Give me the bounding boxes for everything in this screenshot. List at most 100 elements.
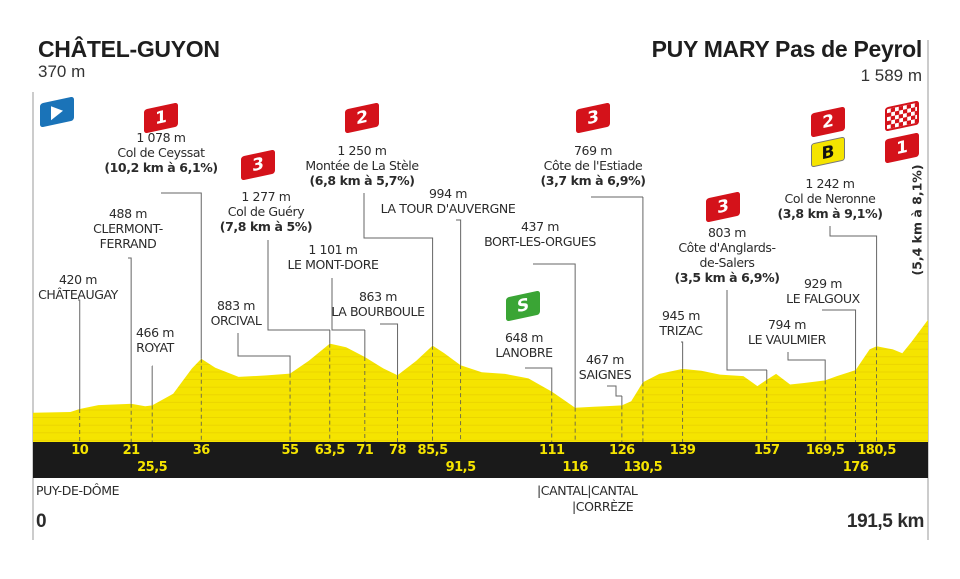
point-label: 437 m BORT-LES-ORGUES bbox=[484, 219, 596, 249]
point-label: 1 078 m Col de Ceyssat (10,2 km à 6,1%) bbox=[104, 130, 218, 175]
region-puy-de-dome: PUY-DE-DÔME bbox=[36, 483, 120, 498]
leader-line bbox=[726, 290, 768, 380]
point-altitude: 769 m bbox=[573, 143, 613, 158]
point-label: 466 m ROYAT bbox=[136, 325, 174, 355]
point-name: TRIZAC bbox=[659, 323, 703, 338]
point-altitude: 863 m bbox=[358, 289, 397, 304]
point-name-cont: de-Salers bbox=[699, 255, 755, 270]
leader-line bbox=[128, 257, 132, 404]
km-marker: 71 bbox=[356, 443, 374, 458]
point-altitude: 1 250 m bbox=[337, 143, 387, 158]
leader-line bbox=[607, 385, 623, 406]
km-marker: 36 bbox=[192, 443, 211, 458]
point-label: 488 m CLERMONT- FERRAND bbox=[93, 206, 163, 251]
point-altitude: 467 m bbox=[585, 352, 625, 367]
leader-line bbox=[525, 367, 553, 392]
leader-line bbox=[533, 263, 576, 408]
point-altitude: 1 277 m bbox=[241, 189, 291, 204]
point-label: 883 m ORCIVAL bbox=[211, 298, 262, 328]
point-label: 769 m Côte de l'Estiade (3,7 km à 6,9%) bbox=[540, 143, 645, 188]
point-altitude: 466 m bbox=[135, 325, 175, 340]
point-name: Montée de La Stèle bbox=[305, 158, 419, 173]
climb-detail: (6,8 km à 5,7%) bbox=[309, 173, 415, 188]
start-name: CHÂTEL-GUYON bbox=[38, 36, 220, 62]
leader-line bbox=[78, 299, 81, 409]
climb-detail: (3,5 km à 6,9%) bbox=[674, 270, 780, 285]
km-start: 0 bbox=[36, 511, 47, 532]
km-marker: 180,5 bbox=[857, 443, 896, 458]
point-altitude: 1 242 m bbox=[805, 176, 855, 191]
region-correze: |CORRÈZE bbox=[572, 499, 634, 514]
point-name: SAIGNES bbox=[578, 367, 632, 382]
km-marker: 78 bbox=[388, 443, 407, 458]
km-marker: 91,5 bbox=[445, 460, 477, 475]
point-name: LANOBRE bbox=[495, 345, 553, 360]
finish-climb-detail: (5,4 km à 8,1%) bbox=[909, 164, 925, 276]
start-altitude: 370 m bbox=[38, 62, 86, 81]
km-marker: 25,5 bbox=[137, 460, 168, 475]
point-name: LE VAULMIER bbox=[748, 332, 826, 347]
point-label: 994 m LA TOUR D'AUVERGNE bbox=[381, 186, 516, 216]
km-marker: 85,5 bbox=[417, 443, 449, 458]
leader-line bbox=[787, 352, 826, 381]
point-name: Col de Ceyssat bbox=[117, 145, 205, 160]
km-marker: 111 bbox=[538, 443, 565, 458]
point-altitude: 488 m bbox=[108, 206, 147, 221]
leader-line bbox=[456, 219, 462, 366]
point-altitude: 945 m bbox=[661, 308, 701, 323]
point-altitude: 883 m bbox=[216, 298, 256, 313]
point-name: Col de Neronne bbox=[784, 191, 876, 206]
climb-detail: (3,8 km à 9,1%) bbox=[777, 206, 883, 221]
point-altitude: 794 m bbox=[767, 317, 806, 332]
km-marker: 21 bbox=[122, 443, 141, 458]
finish-name: PUY MARY Pas de Peyrol bbox=[651, 36, 923, 62]
point-name: Côte d'Anglards- bbox=[678, 240, 776, 255]
point-name: BORT-LES-ORGUES bbox=[484, 234, 596, 249]
km-marker: 116 bbox=[562, 460, 588, 475]
km-marker: 139 bbox=[669, 443, 696, 458]
point-altitude: 1 101 m bbox=[308, 242, 358, 257]
leader-line bbox=[363, 193, 434, 346]
point-name: LA BOURBOULE bbox=[331, 304, 425, 319]
point-label: 863 m LA BOURBOULE bbox=[331, 289, 425, 319]
point-label: 648 m LANOBRE bbox=[495, 330, 553, 360]
point-label: 803 m Côte d'Anglards-de-Salers (3,5 km à … bbox=[674, 225, 779, 285]
point-name: LE MONT-DORE bbox=[287, 257, 379, 272]
point-label: 467 m SAIGNES bbox=[578, 352, 632, 382]
point-name-cont: FERRAND bbox=[99, 236, 157, 251]
km-marker: 130,5 bbox=[623, 460, 663, 475]
point-name: LE FALGOUX bbox=[786, 291, 860, 306]
km-marker: 55 bbox=[281, 443, 300, 458]
leader-line bbox=[829, 226, 878, 347]
point-altitude: 929 m bbox=[803, 276, 843, 291]
km-marker: 126 bbox=[609, 443, 635, 458]
point-name: LA TOUR D'AUVERGNE bbox=[380, 201, 516, 216]
km-end: 191,5 km bbox=[846, 511, 924, 532]
leader-line bbox=[681, 341, 684, 369]
km-marker: 169,5 bbox=[805, 443, 845, 458]
point-altitude: 803 m bbox=[707, 225, 747, 240]
km-marker: 157 bbox=[753, 443, 780, 458]
point-label: 420 m CHÂTEAUGAY bbox=[38, 272, 118, 302]
point-name: ROYAT bbox=[136, 340, 174, 355]
point-label: 1 250 m Montée de La Stèle (6,8 km à 5,7%) bbox=[305, 143, 419, 188]
leader-line bbox=[591, 196, 644, 383]
finish-altitude: 1 589 m bbox=[860, 66, 922, 85]
climb-detail: (7,8 km à 5%) bbox=[219, 219, 313, 234]
elevation-profile-area bbox=[33, 319, 928, 442]
leader-line bbox=[237, 333, 291, 374]
point-label: 1 101 m LE MONT-DORE bbox=[287, 242, 378, 272]
point-name: CLERMONT- bbox=[93, 221, 163, 236]
point-altitude: 437 m bbox=[520, 219, 560, 234]
point-altitude: 648 m bbox=[504, 330, 544, 345]
leader-line bbox=[380, 323, 399, 376]
leader-line bbox=[267, 240, 331, 344]
leader-line bbox=[331, 278, 366, 357]
km-marker: 10 bbox=[71, 443, 89, 458]
point-label: 1 277 m Col de Guéry (7,8 km à 5%) bbox=[219, 189, 313, 234]
leader-line bbox=[161, 192, 202, 359]
point-name: Col de Guéry bbox=[227, 204, 305, 219]
region-cantal: |CANTAL|CANTAL bbox=[537, 483, 638, 498]
